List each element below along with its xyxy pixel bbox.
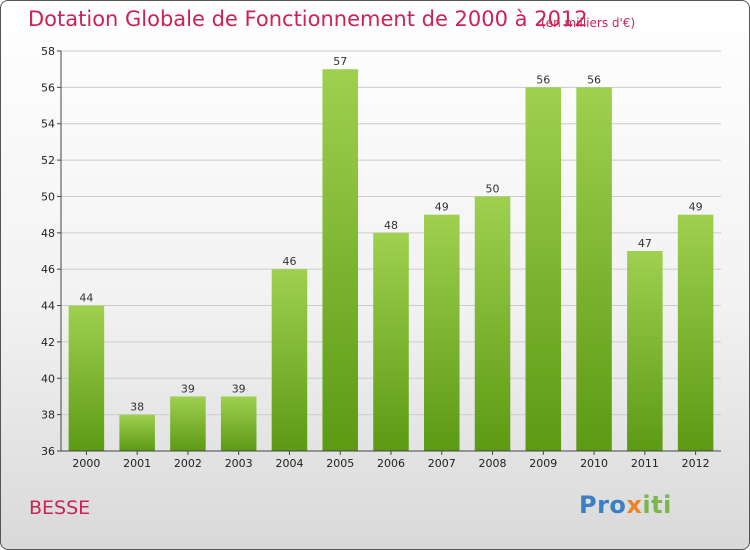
data-label-2002: 39 bbox=[181, 382, 195, 395]
x-tick-label-2001: 2001 bbox=[123, 457, 151, 470]
x-tick-label-2006: 2006 bbox=[377, 457, 405, 470]
x-tick-label-2000: 2000 bbox=[72, 457, 100, 470]
data-label-2006: 48 bbox=[384, 219, 398, 232]
x-tick-label-2009: 2009 bbox=[529, 457, 557, 470]
proxiti-logo[interactable]: Proxiti bbox=[579, 491, 672, 519]
y-tick-label: 46 bbox=[41, 263, 55, 276]
x-tick-label-2003: 2003 bbox=[225, 457, 253, 470]
data-label-2011: 47 bbox=[638, 237, 652, 250]
logo-part-2: x bbox=[626, 491, 643, 519]
chart-subtitle: (en milliers d'€) bbox=[541, 16, 636, 30]
chart-title: Dotation Globale de Fonctionnement de 20… bbox=[28, 7, 588, 31]
bar-2007[interactable] bbox=[424, 214, 460, 451]
logo-part-1: Pro bbox=[579, 491, 627, 519]
axes: 36 38 40 42 44 46 48 50 52 54 56 58 2000 2001 2002 2003… bbox=[41, 45, 721, 470]
data-label-2005: 57 bbox=[333, 55, 347, 68]
commune-name: BESSE bbox=[29, 497, 91, 519]
y-tick-label: 42 bbox=[41, 336, 55, 349]
data-label-2007: 49 bbox=[435, 201, 449, 214]
x-tick-label-2005: 2005 bbox=[326, 457, 354, 470]
bar-2005[interactable] bbox=[322, 69, 358, 451]
logo-part-3: iti bbox=[642, 491, 672, 519]
x-tick-label-2010: 2010 bbox=[580, 457, 608, 470]
data-label-2003: 39 bbox=[232, 382, 246, 395]
bar-2010[interactable] bbox=[576, 87, 612, 451]
data-label-2004: 46 bbox=[282, 255, 296, 268]
bar-2003[interactable] bbox=[220, 396, 257, 451]
bar-2001[interactable] bbox=[119, 414, 155, 451]
data-label-2009: 56 bbox=[536, 73, 550, 86]
bar-2006[interactable] bbox=[373, 232, 409, 451]
bar-2008[interactable] bbox=[474, 196, 511, 451]
x-tick-label-2011: 2011 bbox=[631, 457, 659, 470]
bar-2000[interactable] bbox=[68, 305, 105, 451]
bar-2009[interactable] bbox=[525, 87, 562, 451]
x-tick-label-2008: 2008 bbox=[479, 457, 507, 470]
bar-2012[interactable] bbox=[677, 214, 714, 451]
bars: 44 38 39 39 46 57 48 49 50 56 56 47 49 bbox=[68, 55, 714, 451]
data-label-2012: 49 bbox=[689, 201, 703, 214]
x-tick-label-2007: 2007 bbox=[428, 457, 456, 470]
x-tick-label-2012: 2012 bbox=[682, 457, 710, 470]
y-tick-label: 48 bbox=[41, 227, 55, 240]
y-tick-label: 44 bbox=[41, 300, 55, 313]
y-tick-label: 54 bbox=[41, 118, 55, 131]
y-tick-label: 58 bbox=[41, 45, 55, 58]
x-tick-label-2004: 2004 bbox=[275, 457, 303, 470]
y-tick-label: 50 bbox=[41, 190, 55, 203]
bar-2002[interactable] bbox=[170, 396, 206, 451]
bar-2004[interactable] bbox=[271, 269, 308, 451]
data-label-2001: 38 bbox=[130, 401, 144, 414]
y-tick-label: 38 bbox=[41, 409, 55, 422]
y-tick-label: 52 bbox=[41, 154, 55, 167]
y-tick-label: 56 bbox=[41, 81, 55, 94]
data-label-2010: 56 bbox=[587, 73, 601, 86]
y-tick-label: 40 bbox=[41, 372, 55, 385]
data-label-2008: 50 bbox=[486, 182, 500, 195]
y-tick-label: 36 bbox=[41, 445, 55, 458]
bar-2011[interactable] bbox=[627, 251, 663, 451]
data-label-2000: 44 bbox=[79, 292, 93, 305]
x-tick-label-2002: 2002 bbox=[174, 457, 202, 470]
